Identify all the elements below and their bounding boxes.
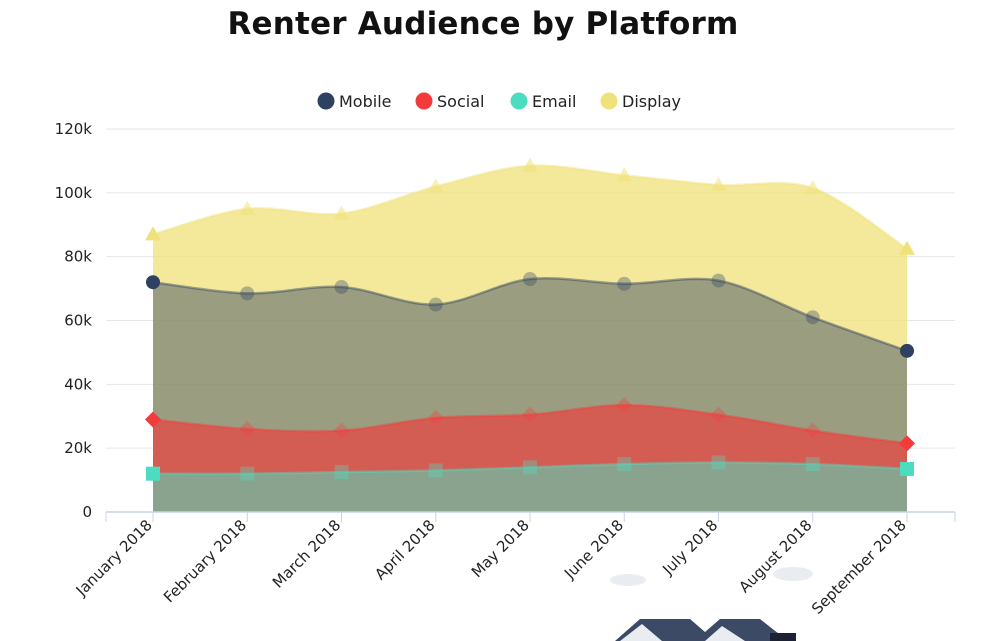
data-point-mobile[interactable] (428, 297, 443, 312)
data-point-mobile[interactable] (523, 272, 537, 287)
data-point-mobile[interactable] (900, 343, 914, 358)
legend-item-display[interactable]: Display (600, 92, 681, 111)
legend-marker (600, 92, 618, 110)
data-point-mobile[interactable] (805, 310, 820, 325)
y-tick-label: 20k (64, 439, 92, 457)
house-wall-shape (705, 626, 745, 641)
series-area-email (153, 462, 907, 512)
data-point-social[interactable] (804, 422, 821, 439)
data-point-email[interactable] (900, 461, 914, 476)
data-point-email[interactable] (805, 457, 820, 472)
y-tick-label: 120k (55, 120, 93, 138)
cloud-shape (773, 567, 813, 581)
x-tick-label: April 2018 (371, 516, 438, 583)
data-point-email[interactable] (617, 457, 632, 472)
data-point-social[interactable] (145, 411, 161, 428)
series-areas (153, 165, 907, 512)
house-window-shape (770, 633, 796, 641)
data-point-display[interactable] (710, 176, 727, 191)
data-point-display[interactable] (522, 157, 538, 172)
chart-title: Renter Audience by Platform (227, 6, 739, 42)
data-point-display[interactable] (616, 167, 633, 182)
data-point-mobile[interactable] (334, 279, 349, 294)
decorative-illustration (610, 567, 813, 641)
data-point-display[interactable] (333, 205, 350, 220)
data-point-display[interactable] (427, 178, 444, 193)
data-point-display[interactable] (899, 240, 915, 255)
x-tick-label: June 2018 (560, 516, 627, 583)
legend-marker (317, 92, 335, 110)
legend-label: Display (622, 92, 681, 111)
y-tick-label: 80k (64, 248, 92, 266)
legend-marker (415, 92, 433, 110)
x-tick-label: July 2018 (658, 516, 721, 579)
legend-label: Email (532, 92, 576, 111)
x-tick-label: September 2018 (808, 516, 910, 618)
y-tick-label: 60k (64, 312, 92, 330)
x-tick-label: May 2018 (468, 516, 533, 581)
data-point-email[interactable] (146, 466, 160, 481)
series-line-mobile (152, 276, 908, 352)
legend-label: Mobile (339, 92, 391, 111)
legend-item-social[interactable]: Social (415, 92, 485, 111)
data-point-social[interactable] (427, 409, 444, 426)
y-tick-label: 0 (82, 503, 92, 521)
y-tick-label: 40k (64, 375, 92, 393)
x-tick-label: August 2018 (735, 516, 815, 596)
data-point-email[interactable] (334, 465, 349, 480)
data-point-email[interactable] (428, 463, 443, 478)
data-point-social[interactable] (522, 406, 538, 423)
legend[interactable]: Mobile Social Email Display (317, 92, 681, 111)
data-point-email[interactable] (523, 460, 537, 475)
legend-item-email[interactable]: Email (510, 92, 577, 111)
x-tick-label: February 2018 (160, 516, 250, 606)
house-roof-shape (615, 619, 788, 641)
data-point-social[interactable] (710, 406, 727, 423)
data-point-social[interactable] (899, 435, 915, 452)
house-wall-shape (620, 624, 662, 641)
data-point-mobile[interactable] (146, 275, 160, 290)
x-tick-label: March 2018 (269, 516, 344, 591)
data-point-display[interactable] (145, 226, 161, 241)
y-tick-label: 100k (55, 184, 93, 202)
data-point-social[interactable] (239, 421, 256, 438)
data-point-social[interactable] (333, 422, 350, 439)
data-point-email[interactable] (711, 455, 726, 470)
data-point-social[interactable] (616, 397, 633, 414)
series-markers (145, 157, 915, 481)
x-tick-label: January 2018 (72, 516, 156, 600)
series-line-social (152, 403, 908, 445)
data-point-mobile[interactable] (617, 276, 632, 291)
data-point-mobile[interactable] (240, 286, 255, 301)
series-line-email (152, 461, 908, 476)
cloud-shape (610, 574, 646, 586)
legend-label: Social (437, 92, 484, 111)
data-point-display[interactable] (239, 200, 256, 215)
legend-item-mobile[interactable]: Mobile (317, 92, 392, 111)
legend-marker (510, 92, 528, 110)
data-point-mobile[interactable] (711, 273, 726, 288)
data-point-display[interactable] (804, 180, 821, 195)
data-point-email[interactable] (240, 466, 255, 481)
